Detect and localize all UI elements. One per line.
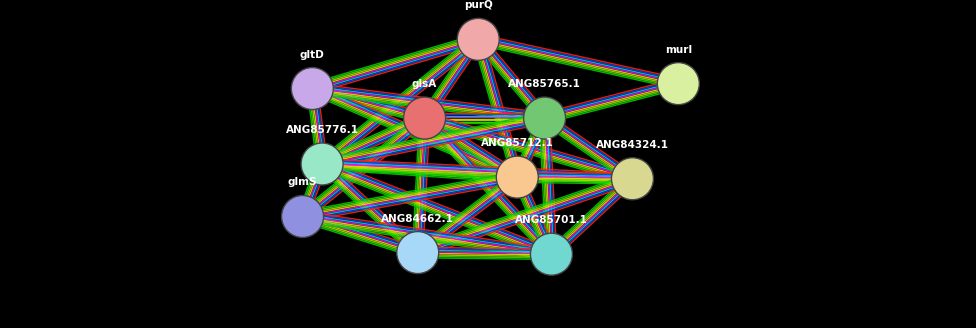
Ellipse shape (657, 63, 700, 105)
Text: purQ: purQ (464, 0, 493, 10)
Ellipse shape (496, 156, 539, 198)
Text: gltD: gltD (300, 50, 325, 60)
Ellipse shape (523, 97, 566, 139)
Text: glmS: glmS (288, 177, 317, 188)
Text: glsA: glsA (412, 79, 437, 89)
Text: ANG85776.1: ANG85776.1 (286, 125, 358, 135)
Ellipse shape (403, 97, 446, 139)
Text: ANG84662.1: ANG84662.1 (382, 214, 454, 224)
Text: ANG85701.1: ANG85701.1 (515, 215, 588, 225)
Text: murI: murI (665, 45, 692, 55)
Text: ANG85765.1: ANG85765.1 (508, 79, 581, 89)
Ellipse shape (396, 232, 439, 274)
Ellipse shape (281, 195, 324, 237)
Ellipse shape (457, 18, 500, 60)
Ellipse shape (611, 158, 654, 200)
Ellipse shape (530, 233, 573, 275)
Text: ANG85712.1: ANG85712.1 (481, 138, 553, 148)
Ellipse shape (291, 68, 334, 110)
Ellipse shape (301, 143, 344, 185)
Text: ANG84324.1: ANG84324.1 (596, 140, 669, 150)
